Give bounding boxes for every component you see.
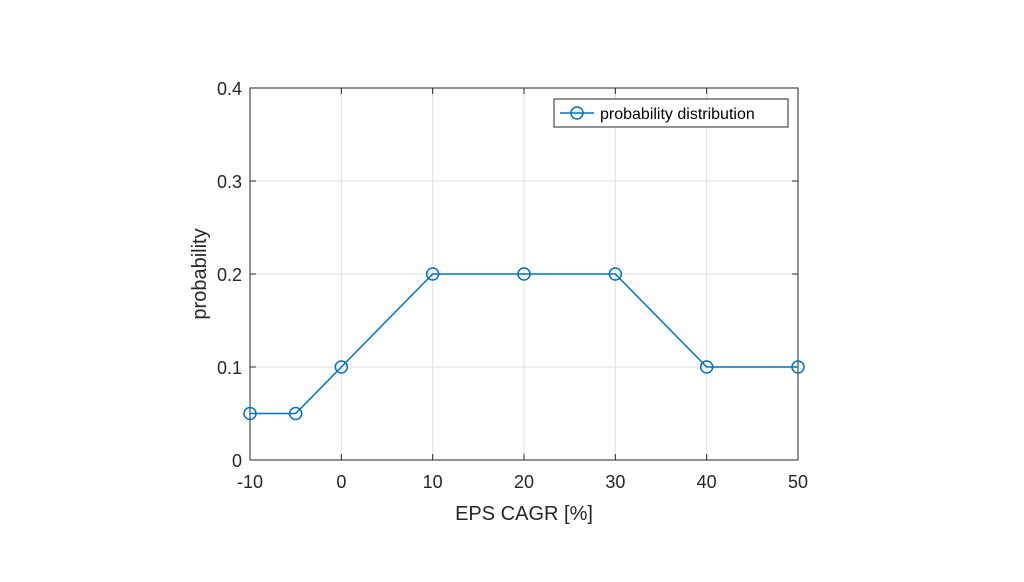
series xyxy=(243,267,805,421)
y-tick-label: 0.3 xyxy=(217,172,242,192)
y-tick-label: 0.4 xyxy=(217,79,242,99)
data-point xyxy=(517,267,531,281)
ticks xyxy=(249,87,799,461)
y-tick-label: 0.2 xyxy=(217,265,242,285)
series-line xyxy=(250,273,798,415)
x-tick-labels: -10 0 10 20 30 40 50 xyxy=(237,472,808,492)
x-tick-label: 40 xyxy=(697,472,717,492)
data-point xyxy=(608,267,623,281)
x-tick-label: 50 xyxy=(788,472,808,492)
x-tick-label: 20 xyxy=(514,472,534,492)
x-tick-label: 30 xyxy=(605,472,625,492)
data-point xyxy=(243,406,257,421)
data-point xyxy=(288,406,303,421)
y-tick-label: 0 xyxy=(232,451,242,471)
x-tick-label: -10 xyxy=(237,472,263,492)
legend-entry-label: probability distribution xyxy=(600,106,755,123)
y-tick-labels: 0 0.1 0.2 0.3 0.4 xyxy=(217,79,242,471)
x-tick-label: 0 xyxy=(336,472,346,492)
data-point xyxy=(791,360,805,374)
legend-marker-sample xyxy=(570,106,584,120)
x-axis-label: EPS CAGR [%] xyxy=(455,503,593,525)
y-axis-label: probability xyxy=(189,228,211,319)
data-point xyxy=(699,360,714,374)
x-tick-label: 10 xyxy=(423,472,443,492)
data-point xyxy=(425,267,440,281)
data-point xyxy=(334,360,349,374)
y-tick-label: 0.1 xyxy=(217,358,242,378)
legend: probability distribution xyxy=(553,98,789,128)
